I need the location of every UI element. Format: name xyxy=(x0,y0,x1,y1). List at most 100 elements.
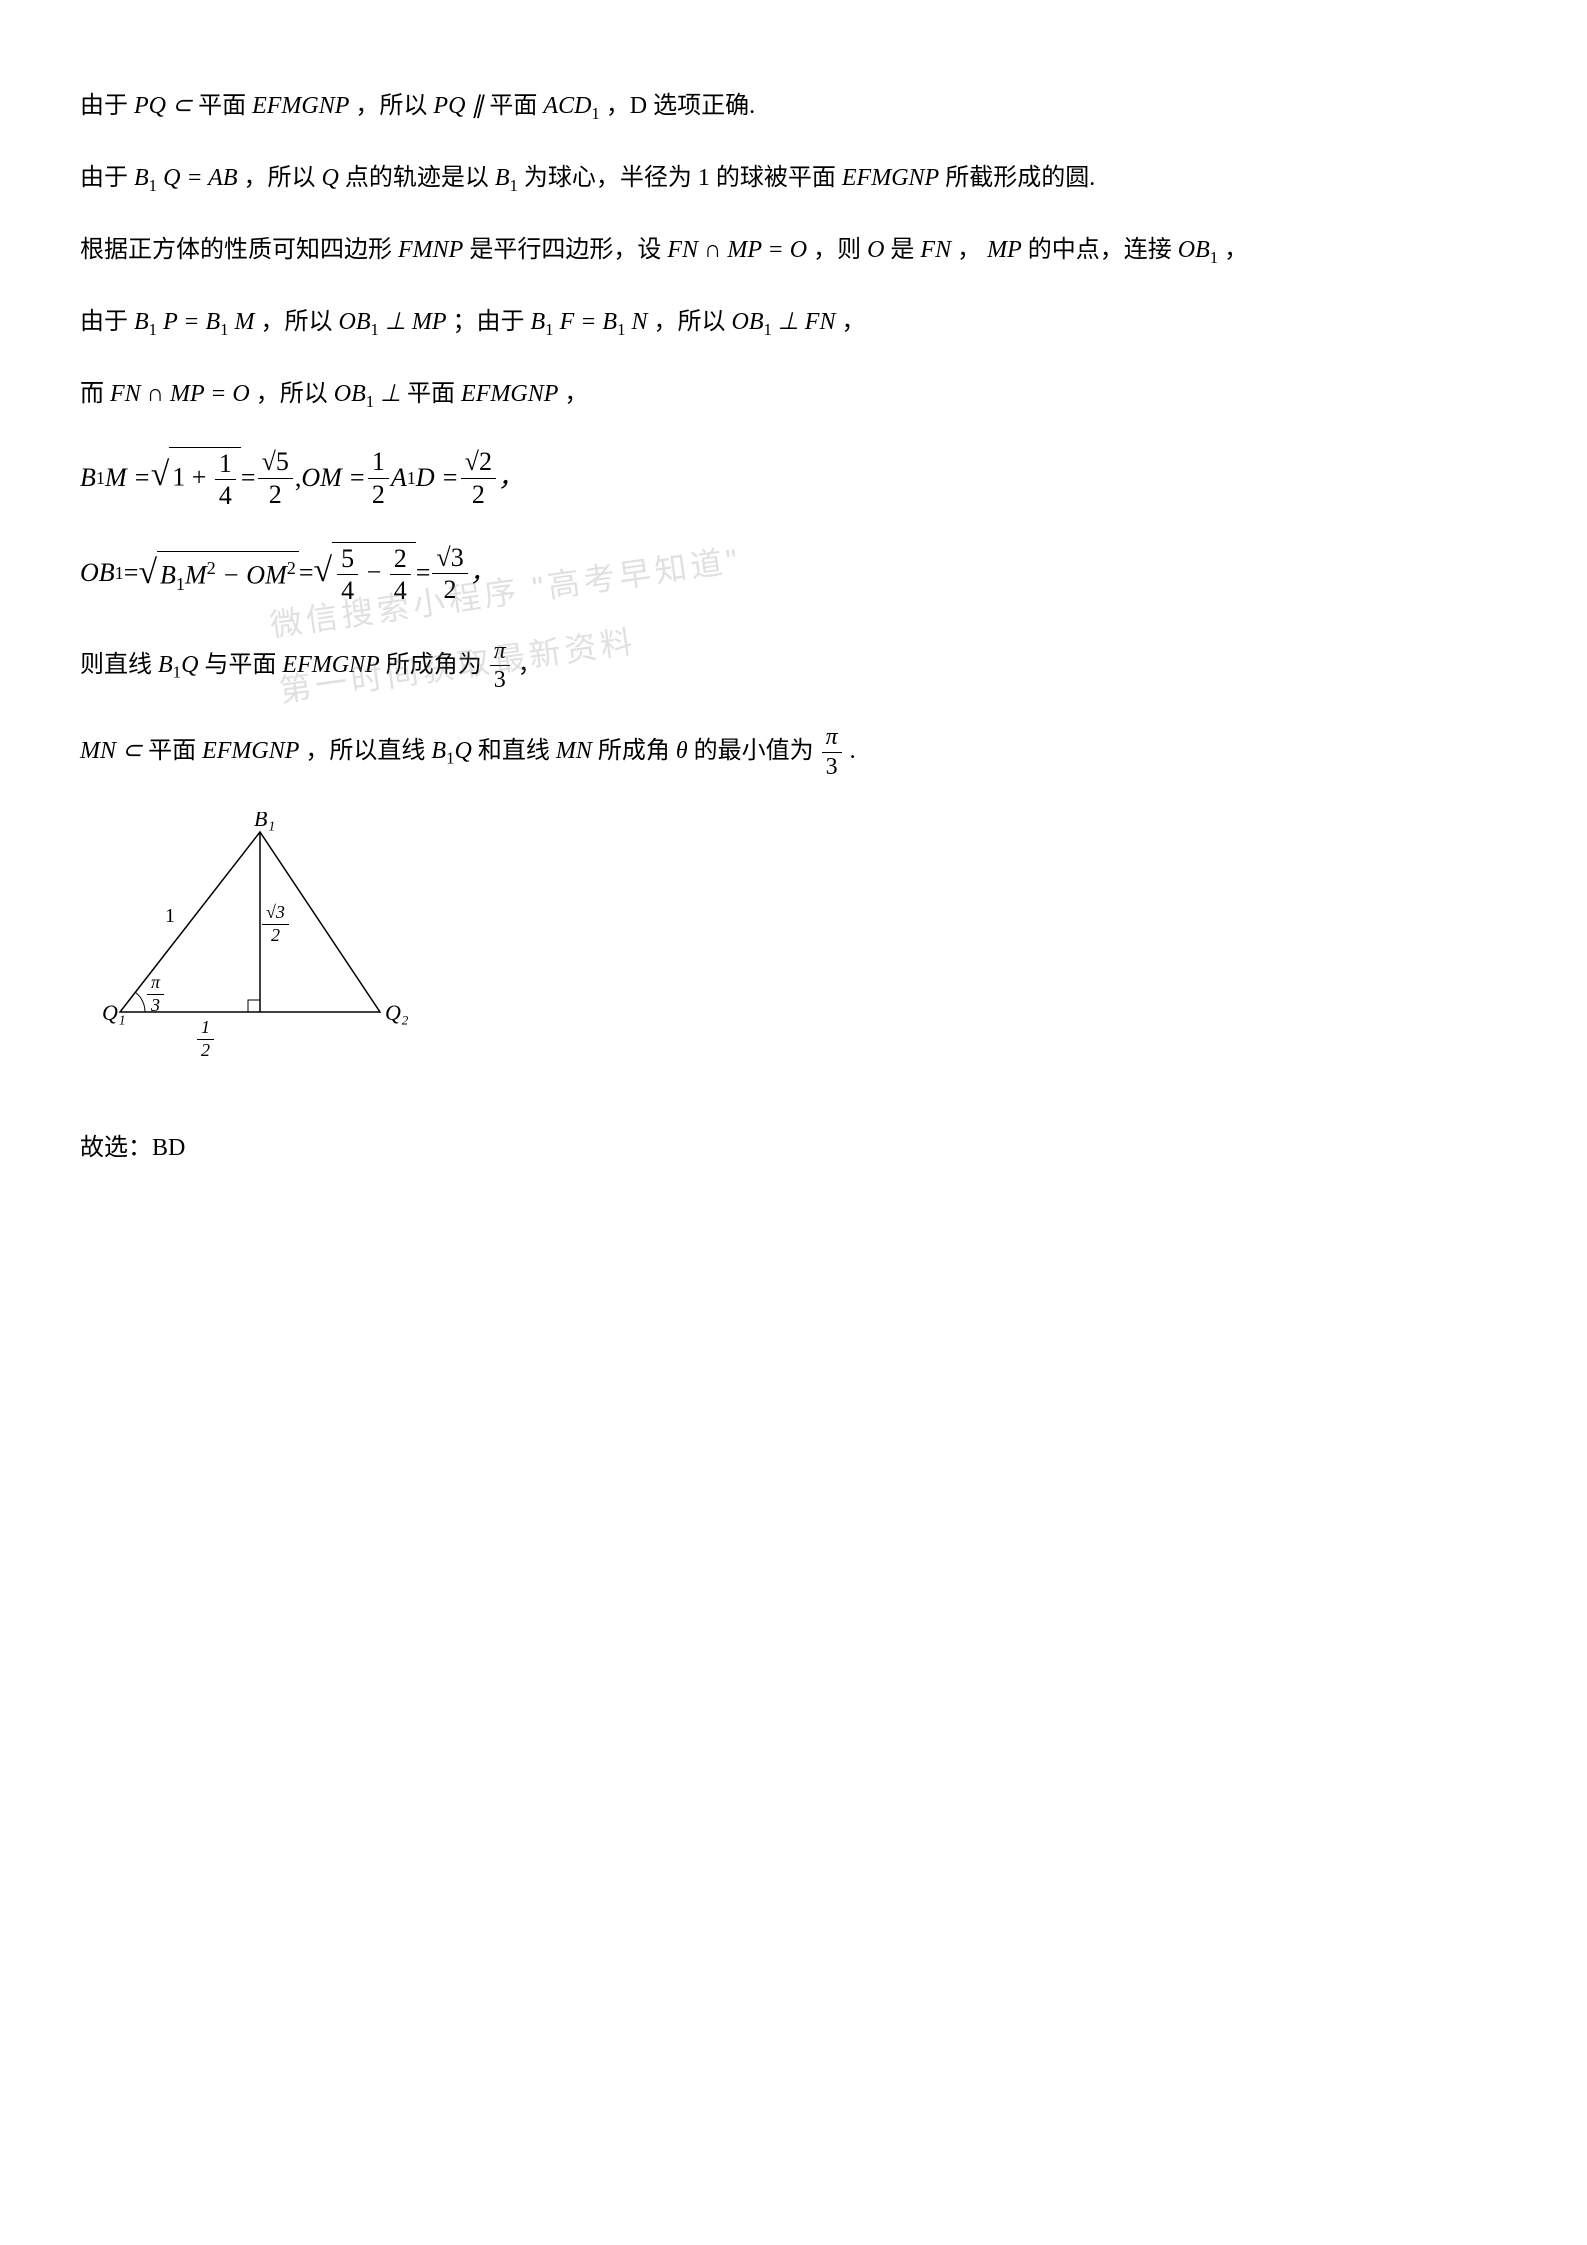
math: OM = xyxy=(301,455,365,502)
math: MN xyxy=(556,738,592,764)
sup: 2 xyxy=(207,558,216,578)
text: 由于 xyxy=(80,165,134,191)
text: ，所以 xyxy=(243,165,321,191)
math: OB xyxy=(1178,237,1210,263)
paragraph-4: 由于 B1 P = B1 M ，所以 OB1 ⊥ MP ；由于 B1 F = B… xyxy=(80,301,1507,345)
text: 是 xyxy=(890,237,920,263)
math: ⊥ FN xyxy=(778,309,836,335)
math: O xyxy=(867,237,884,263)
math: EFMGNP xyxy=(842,165,939,191)
math: ⊂ xyxy=(122,738,142,764)
frac-num: 5 xyxy=(276,447,289,476)
text: 的球被平面 xyxy=(716,165,842,191)
equals: = xyxy=(124,550,139,597)
frac-den: 4 xyxy=(337,575,358,606)
paragraph-5: 而 FN ∩ MP = O ，所以 OB1 ⊥ 平面 EFMGNP ， xyxy=(80,373,1507,417)
sqrt: √1 + 14 xyxy=(151,445,241,511)
math: PQ ⊂ xyxy=(134,93,192,119)
text: ， xyxy=(957,237,981,263)
frac-num: 2 xyxy=(479,447,492,476)
text: ，所以直线 xyxy=(305,738,431,764)
text: ，所以 xyxy=(256,381,334,407)
text: 平面 xyxy=(198,93,252,119)
frac-num: 1 xyxy=(215,448,236,480)
math: M xyxy=(235,309,255,335)
text: ，所以 xyxy=(261,309,339,335)
height-num: 3 xyxy=(276,902,285,922)
subscript: 1 xyxy=(545,320,553,339)
subscript: 1 xyxy=(149,320,157,339)
paragraph-3: 根据正方体的性质可知四边形 FMNP 是平行四边形，设 FN ∩ MP = O … xyxy=(80,229,1507,273)
math: FMNP xyxy=(398,237,463,263)
text: ，则 xyxy=(813,237,867,263)
text: 为球心，半径为 xyxy=(524,165,698,191)
math: FN ∩ MP = O xyxy=(110,381,250,407)
angle-num: π xyxy=(147,972,164,995)
math: EFMGNP xyxy=(252,93,349,119)
math: Q = AB xyxy=(163,165,237,191)
math: OB xyxy=(339,309,371,335)
base-den: 2 xyxy=(197,1040,214,1062)
label-q1: Q₁ xyxy=(102,1000,126,1025)
angle-arc xyxy=(135,992,145,1012)
math: ACD xyxy=(543,93,591,119)
label-q2: Q₂ xyxy=(385,1000,409,1025)
frac-den: 2 xyxy=(368,479,389,510)
text: 根据正方体的性质可知四边形 xyxy=(80,237,398,263)
math: MN xyxy=(80,738,116,764)
right-angle-mark xyxy=(248,1000,260,1012)
frac-num: π xyxy=(490,637,510,667)
math: EFMGNP xyxy=(282,651,379,677)
paragraph-7: MN ⊂ 平面 EFMGNP ，所以直线 B1Q 和直线 MN 所成角 θ 的最… xyxy=(80,723,1507,782)
subscript: 1 xyxy=(510,176,518,195)
frac-num: 1 xyxy=(368,446,389,478)
subscript: 1 xyxy=(371,320,379,339)
sqrt-content: − OM xyxy=(216,560,287,589)
sqrt: √54 − 24 xyxy=(314,541,416,607)
paragraph-2: 由于 B1 Q = AB ，所以 Q 点的轨迹是以 B1 为球心，半径为 1 的… xyxy=(80,157,1507,201)
label-height: √32 xyxy=(260,902,310,962)
fraction: π3 xyxy=(490,637,510,696)
text: ， xyxy=(841,309,865,335)
frac-num: 5 xyxy=(337,543,358,575)
math: FN ∩ MP = O xyxy=(667,237,807,263)
sup: 2 xyxy=(287,558,296,578)
text: . xyxy=(850,738,856,764)
fraction: π3 xyxy=(822,723,842,782)
subscript: 1 xyxy=(115,557,124,590)
math: FN xyxy=(920,237,951,263)
text: ， xyxy=(470,550,496,597)
equation-1: B1M = √1 + 14 = √52 , OM = 12 A1D = √22 … xyxy=(80,445,1507,606)
text: 平面 xyxy=(407,381,461,407)
text: ， xyxy=(564,381,588,407)
sqrt-content: M xyxy=(185,560,207,589)
subscript: 1 xyxy=(149,176,157,195)
math: B xyxy=(531,309,546,335)
fraction: √52 xyxy=(258,446,293,509)
angle-den: 3 xyxy=(147,995,164,1017)
math: B xyxy=(431,738,446,764)
minus: − xyxy=(360,558,388,587)
math: B xyxy=(158,651,173,677)
text: 所成角为 xyxy=(386,651,488,677)
math: EFMGNP xyxy=(461,381,558,407)
sub: 1 xyxy=(176,574,185,594)
fraction: √32 xyxy=(432,542,467,605)
math: PQ ∥ xyxy=(433,93,483,119)
text: 而 xyxy=(80,381,110,407)
subscript: 1 xyxy=(1210,248,1218,267)
text: 所成角 xyxy=(598,738,676,764)
frac-num: π xyxy=(822,723,842,753)
text: 的中点，连接 xyxy=(1028,237,1178,263)
math: D = xyxy=(416,455,459,502)
sqrt: √B1M2 − OM2 xyxy=(138,543,298,604)
subscript: 1 xyxy=(366,392,374,411)
paragraph-6: 则直线 B1Q 与平面 EFMGNP 所成角为 π3 ， xyxy=(80,637,1507,696)
math: Q xyxy=(321,165,338,191)
math: MP xyxy=(987,237,1022,263)
text: 则直线 xyxy=(80,651,158,677)
text: ，D 选项正确. xyxy=(606,93,755,119)
math: OB xyxy=(80,550,115,597)
fraction: 12 xyxy=(368,446,389,509)
math: A xyxy=(391,455,407,502)
